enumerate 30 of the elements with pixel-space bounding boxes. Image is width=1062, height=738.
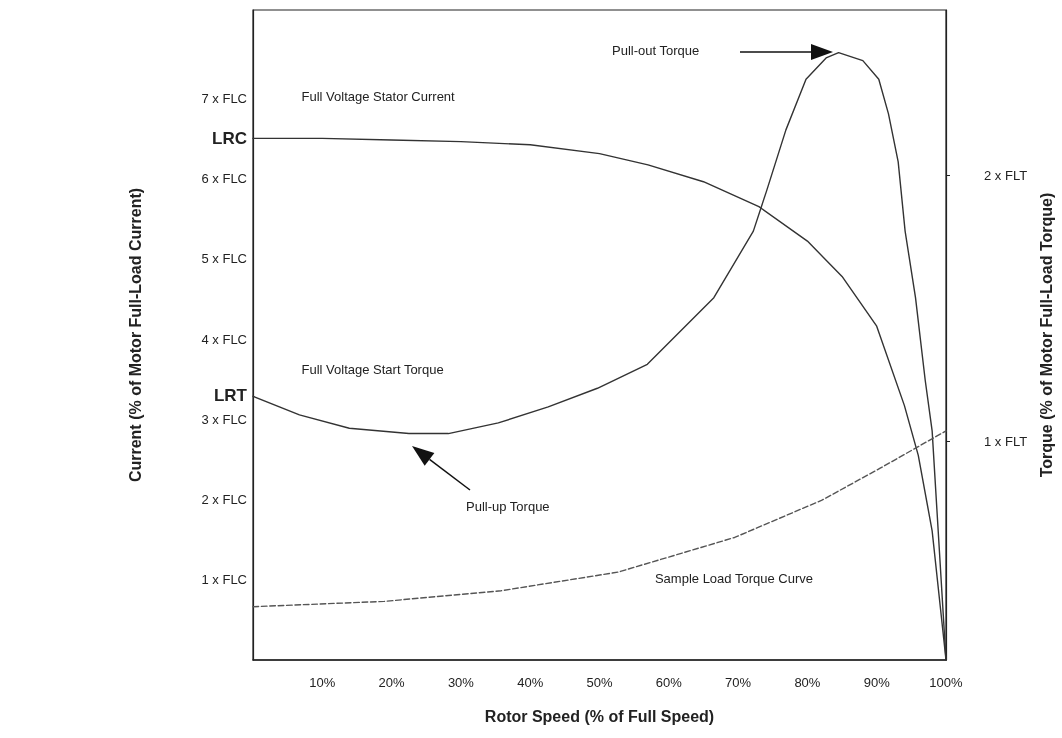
line-series xyxy=(252,430,947,608)
x-tick-label: 80% xyxy=(794,675,821,690)
x-tick-label: 90% xyxy=(863,675,891,690)
y-axis-title: Current (% of Motor Full-Load Current) xyxy=(126,187,144,483)
y2-axis-title: Torque (% of Motor Full-Load Torque) xyxy=(1037,192,1055,478)
y-tick-label: 7 x FLC xyxy=(201,90,247,106)
x-axis-title: Rotor Speed (% of Full Speed) xyxy=(484,707,715,725)
series-label: Sample Load Torque Curve xyxy=(654,570,813,586)
x-tick-label: 40% xyxy=(517,675,544,690)
x-tick-label: 100% xyxy=(929,675,964,690)
text: Full Voltage Stator Current xyxy=(301,89,456,105)
annotation: Pull-up Torque xyxy=(466,499,550,514)
y-tick-label: LRC xyxy=(212,128,247,148)
x-tick-label: 60% xyxy=(655,675,683,690)
x-tick-label: 10% xyxy=(309,675,336,690)
y-tick-label: LRT xyxy=(213,385,248,405)
annotation: Pull-out Torque xyxy=(612,43,700,58)
y-tick-label: 5 x FLC xyxy=(201,251,247,267)
y-tick-label: 2 x FLC xyxy=(201,492,247,508)
x-tick-label: 30% xyxy=(447,675,475,690)
x-tick-label: 70% xyxy=(725,675,752,690)
y2-tick-label: 2 x FLT xyxy=(984,167,1028,183)
y-tick-label: 3 x FLC xyxy=(201,411,247,427)
y-tick-label: 4 x FLC xyxy=(201,331,247,347)
x-tick-label: 50% xyxy=(586,675,613,690)
text: Full Voltage Start Torque xyxy=(301,362,444,378)
y2-tick-label: 1 x FLT xyxy=(984,434,1028,450)
x-tick-label: 20% xyxy=(378,675,406,690)
y-tick-label: 6 x FLC xyxy=(201,171,247,187)
y-tick-label: 1 x FLC xyxy=(201,572,247,588)
